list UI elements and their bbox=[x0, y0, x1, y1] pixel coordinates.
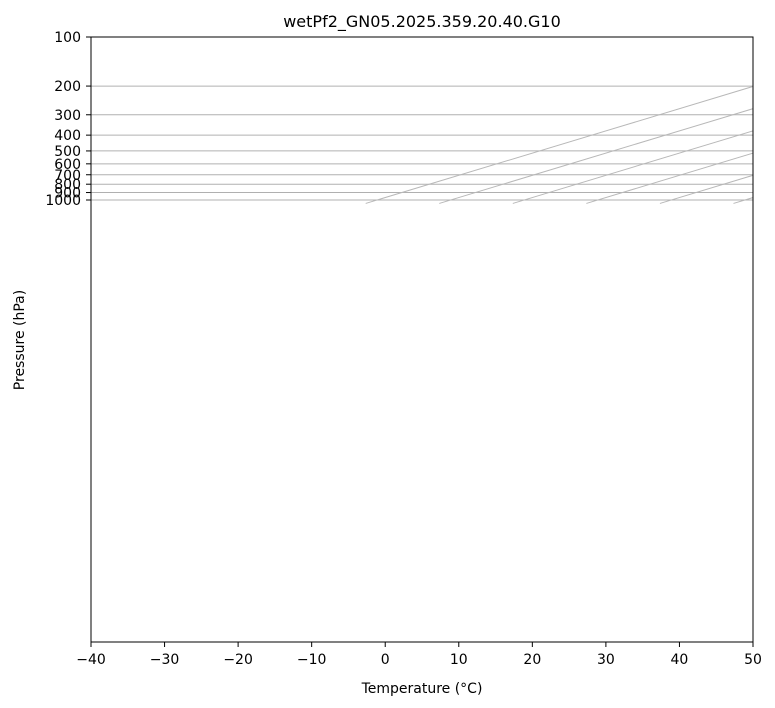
isotherms bbox=[365, 85, 753, 204]
x-tick-label: 10 bbox=[450, 652, 468, 668]
x-tick-label: 0 bbox=[381, 652, 390, 668]
x-tick-label: 40 bbox=[671, 652, 689, 668]
x-tick-label: 50 bbox=[744, 652, 762, 668]
x-tick-label: −20 bbox=[223, 652, 253, 668]
y-tick-label: 900 bbox=[54, 186, 81, 202]
isotherm bbox=[365, 85, 753, 204]
plot-area: 0.10.20.40.611.52346810131620253036-100-… bbox=[91, 37, 753, 204]
y-tick-label: 200 bbox=[54, 79, 81, 95]
x-tick-label: −40 bbox=[76, 652, 106, 668]
y-tick-label: 700 bbox=[54, 168, 81, 184]
y-tick-label: 800 bbox=[54, 177, 81, 193]
x-tick-label: −10 bbox=[297, 652, 327, 668]
isotherm bbox=[659, 174, 753, 204]
y-tick-label: 1000 bbox=[45, 193, 81, 209]
isotherm bbox=[512, 130, 753, 204]
isotherm bbox=[586, 152, 753, 204]
y-tick-label: 600 bbox=[54, 157, 81, 173]
chart-title: wetPf2_GN05.2025.359.20.40.G10 bbox=[283, 12, 561, 32]
plot-frame bbox=[90, 36, 754, 643]
x-tick-label: 20 bbox=[523, 652, 541, 668]
y-tick-label: 300 bbox=[54, 108, 81, 124]
isotherm bbox=[439, 108, 753, 204]
y-tick-label: 500 bbox=[54, 144, 81, 160]
y-tick-label: 400 bbox=[54, 128, 81, 144]
x-axis-label: Temperature (°C) bbox=[361, 681, 483, 697]
x-tick-label: 30 bbox=[597, 652, 615, 668]
y-axis-label: Pressure (hPa) bbox=[12, 290, 28, 390]
y-tick-label: 100 bbox=[54, 30, 81, 46]
x-axis-ticks: −40 −30 −20 −10 0 10 20 30 40 50 bbox=[76, 642, 762, 668]
x-tick-label: −30 bbox=[150, 652, 180, 668]
pressure-gridlines bbox=[91, 37, 753, 201]
